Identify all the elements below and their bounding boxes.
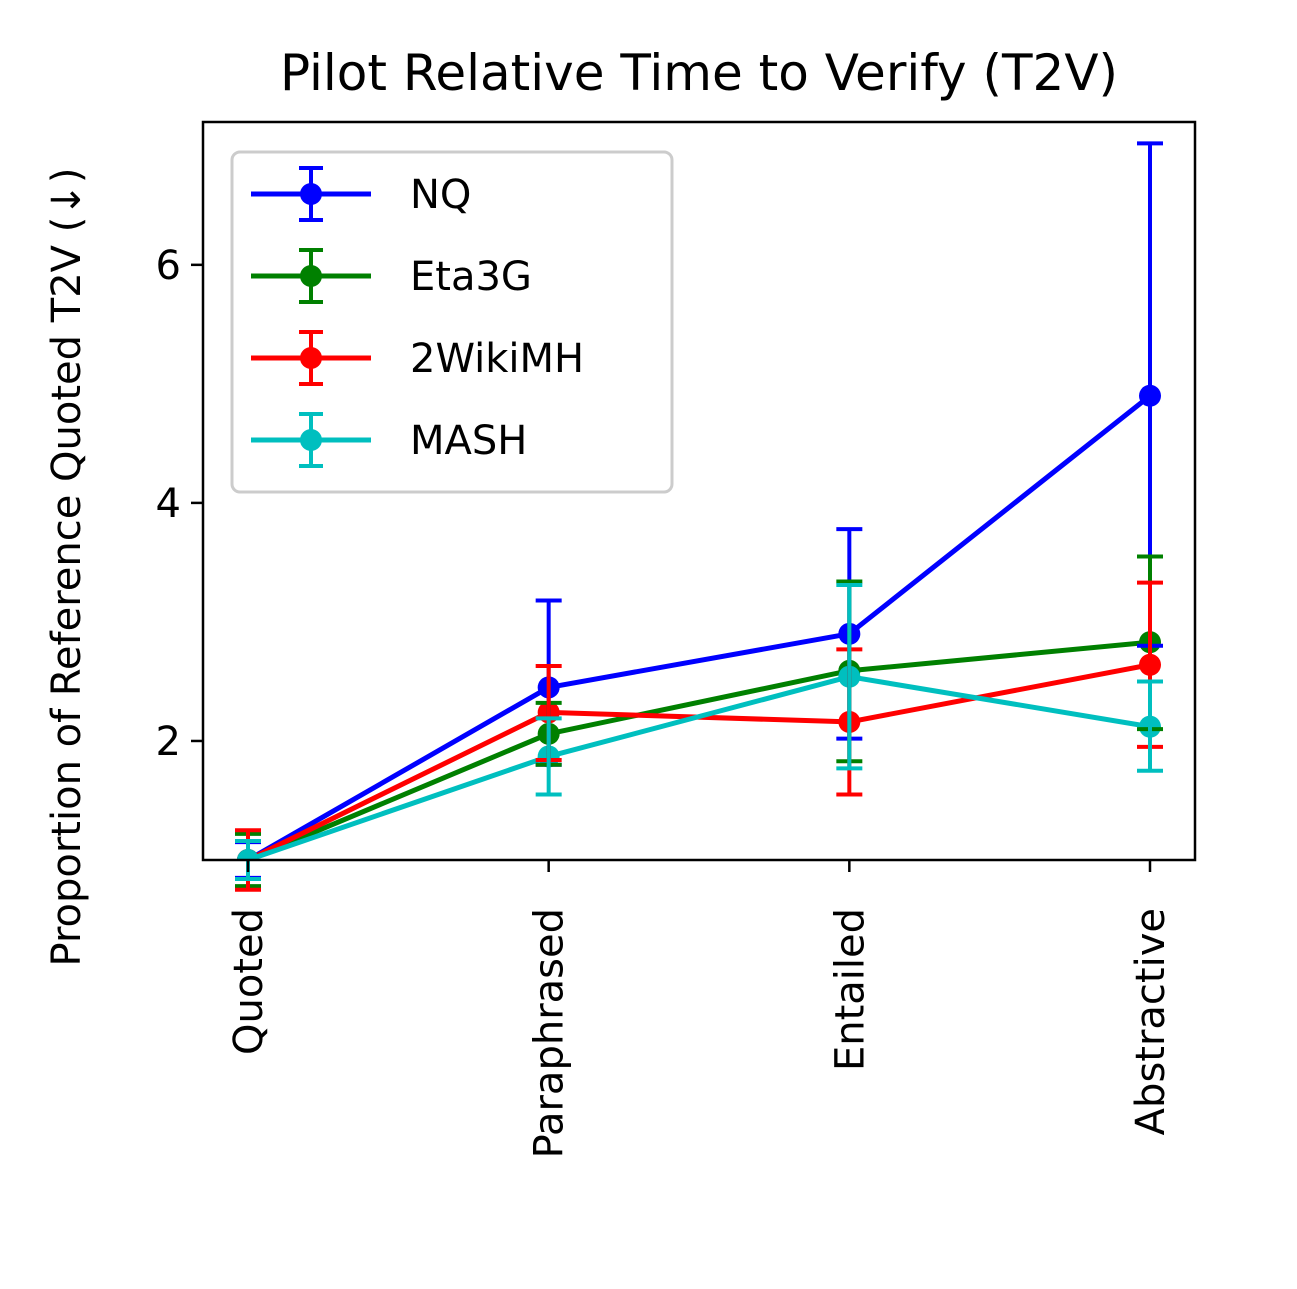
chart-title: Pilot Relative Time to Verify (T2V) <box>280 44 1118 102</box>
x-axis: Quoted Paraphrased Entailed Abstractive <box>226 860 1174 1158</box>
legend-marker-2wikimh <box>300 347 322 369</box>
legend-label-mash: MASH <box>410 418 527 464</box>
y-tick-label: 6 <box>156 243 181 289</box>
series-line-eta3g <box>247 639 1151 860</box>
series-line-nq <box>246 393 1152 860</box>
series-line-2wikimh <box>246 662 1151 860</box>
legend-label-nq: NQ <box>410 172 471 218</box>
y-tick-label: 4 <box>156 481 181 527</box>
plot-area-frame <box>201 120 1197 862</box>
y-axis: 2 4 6 <box>156 243 203 765</box>
x-tick-label-quoted: Quoted <box>226 908 272 1055</box>
legend-box <box>230 150 674 494</box>
x-tick-label-entailed: Entailed <box>827 908 873 1071</box>
x-tick-label-paraphrased: Paraphrased <box>527 908 573 1158</box>
legend-label-eta3g: Eta3G <box>410 254 532 300</box>
y-tick-label: 2 <box>156 719 181 765</box>
series-line-mash <box>247 674 1151 860</box>
legend-marker-mash <box>300 429 322 451</box>
legend-label-2wikimh: 2WikiMH <box>410 336 584 382</box>
errorbar-layer <box>235 141 1163 892</box>
legend-marker-nq <box>300 183 322 205</box>
x-tick-label-abstractive: Abstractive <box>1128 908 1174 1135</box>
legend-marker-eta3g <box>300 265 322 287</box>
legend: NQ Eta3G 2WikiMH MASH <box>230 150 674 494</box>
y-axis-label: Proportion of Reference Quoted T2V (↓) <box>44 168 90 967</box>
